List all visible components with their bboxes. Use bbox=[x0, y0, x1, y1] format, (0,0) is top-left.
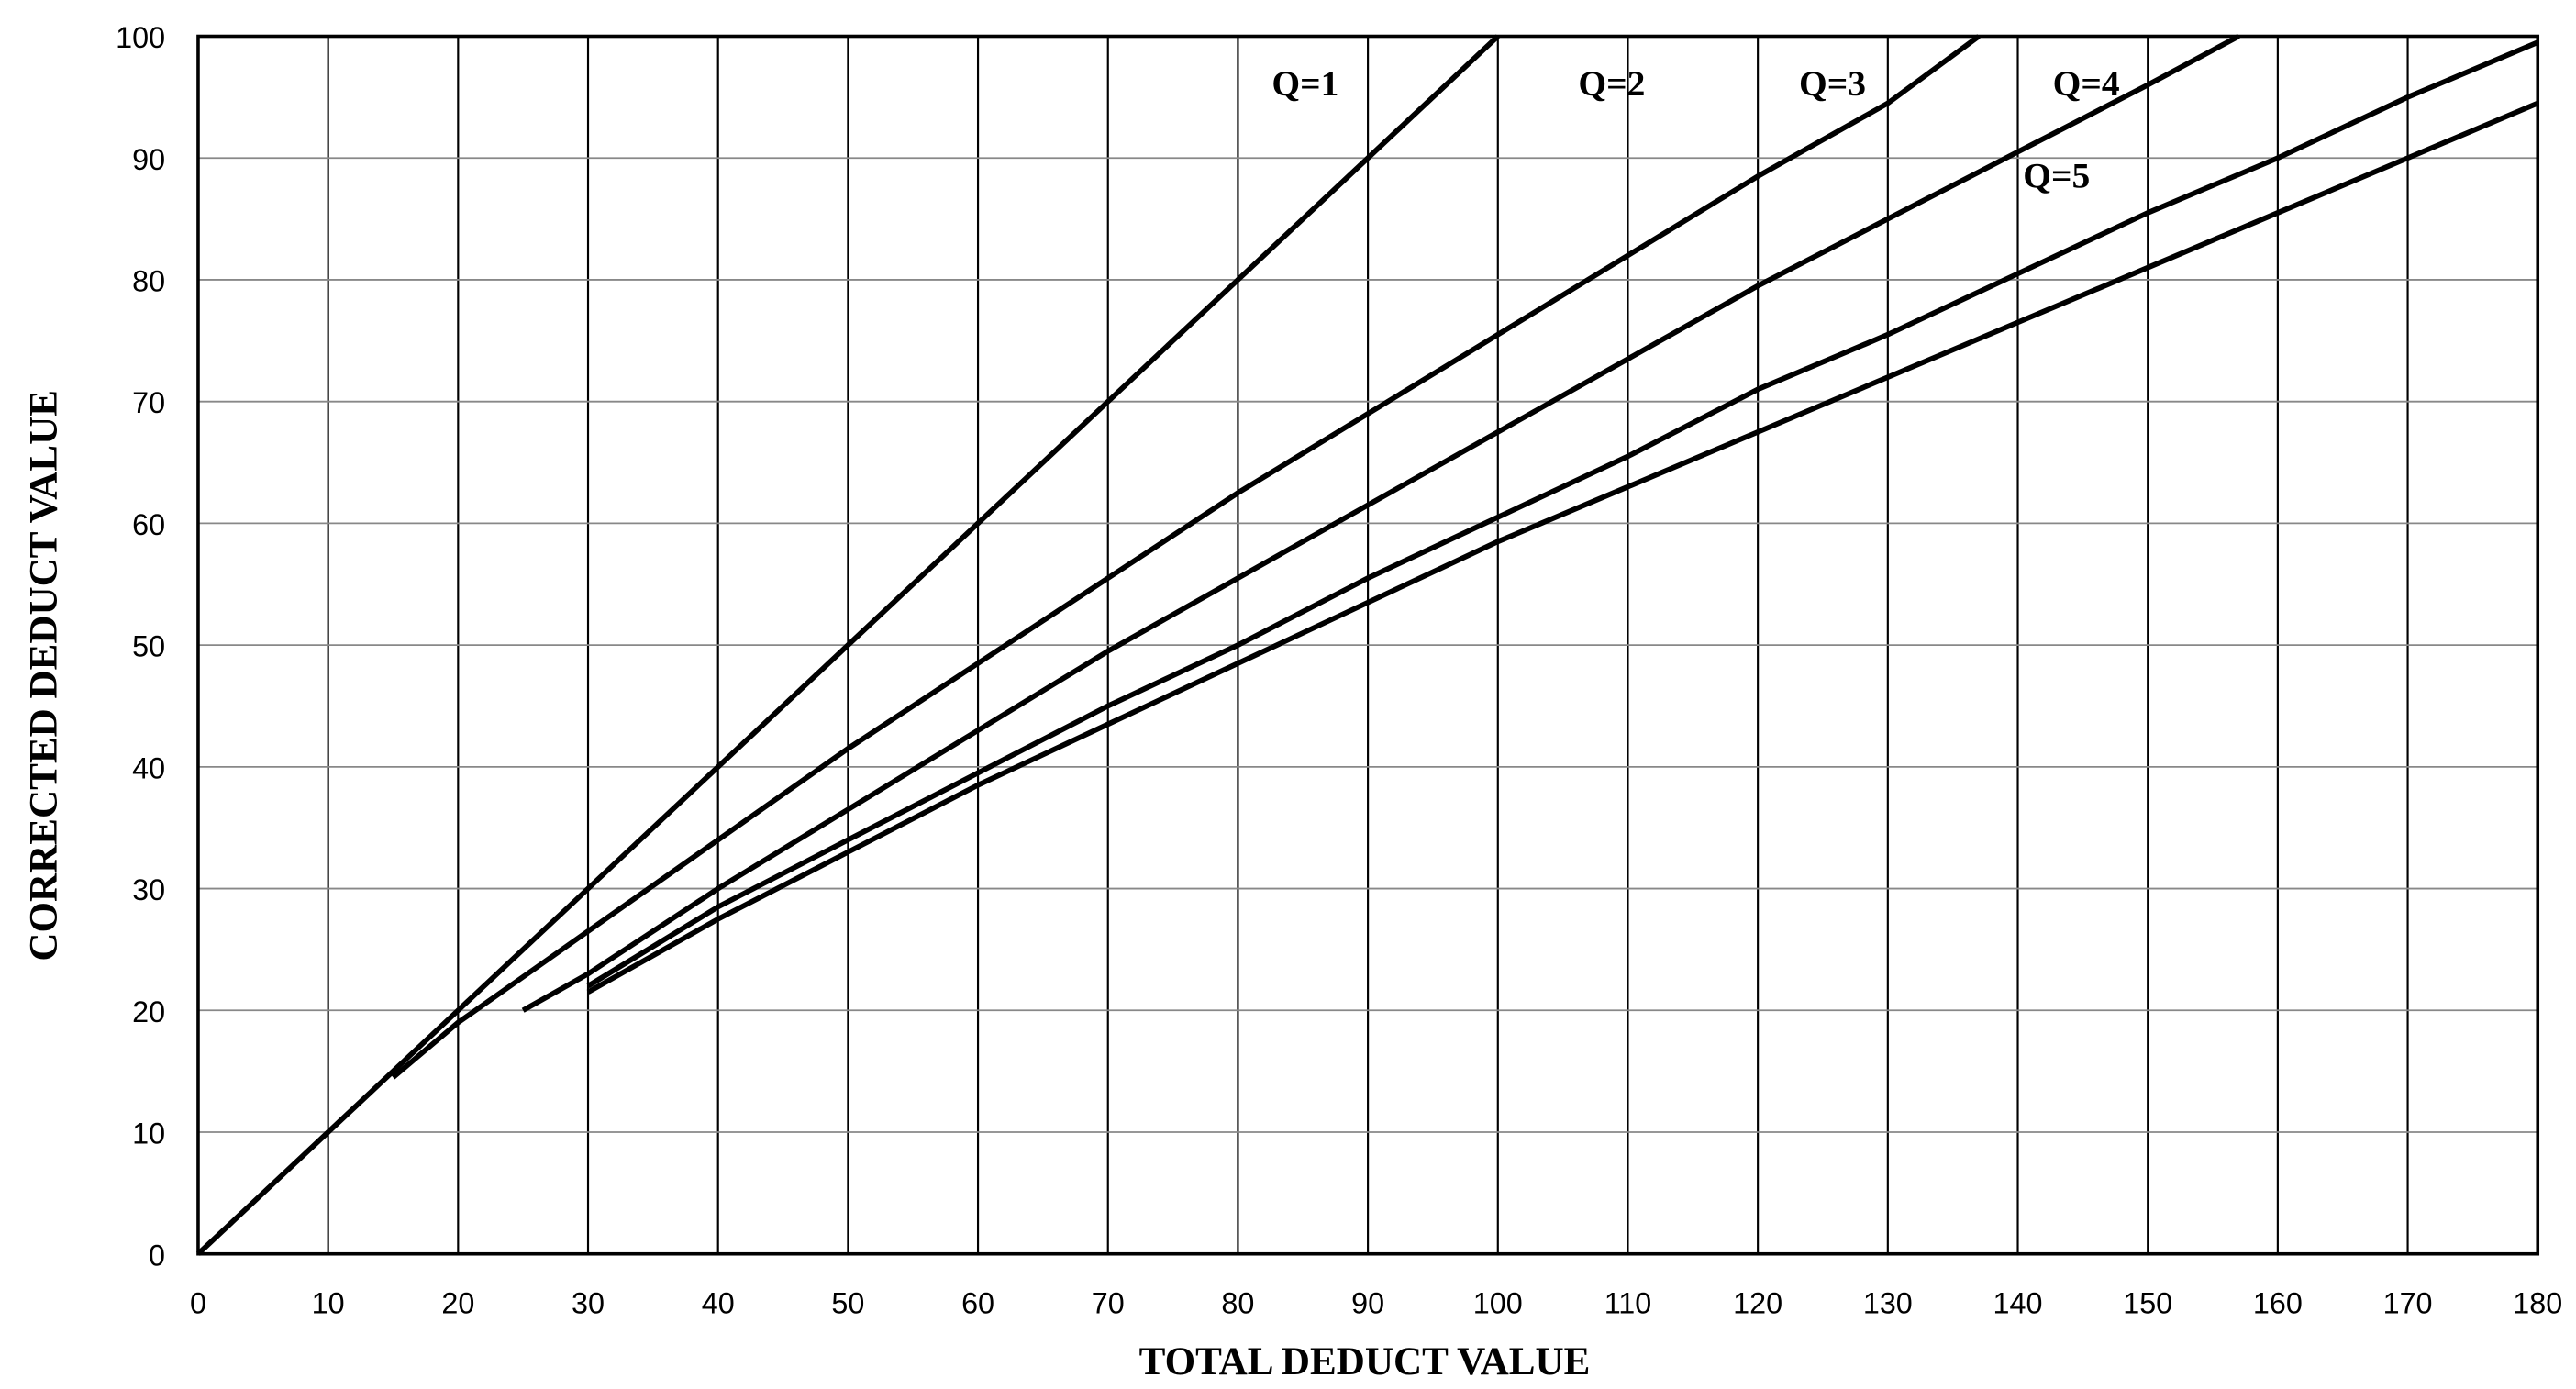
y-tick-label: 90 bbox=[132, 143, 165, 176]
series-label: Q=4 bbox=[2053, 63, 2120, 104]
series-line bbox=[196, 34, 1500, 1256]
x-tick-label: 140 bbox=[1993, 1286, 2043, 1319]
series-line bbox=[586, 100, 2539, 995]
plot-frame bbox=[196, 34, 2540, 1256]
x-tick-label: 60 bbox=[961, 1286, 994, 1319]
y-tick-label: 30 bbox=[132, 873, 165, 906]
x-tick-label: 20 bbox=[441, 1286, 474, 1319]
y-tick-label: 60 bbox=[132, 508, 165, 541]
x-tick-label: 120 bbox=[1733, 1286, 1782, 1319]
x-tick-label: 90 bbox=[1351, 1286, 1384, 1319]
x-tick-label: 150 bbox=[2123, 1286, 2172, 1319]
y-tick-label: 100 bbox=[116, 21, 165, 54]
series-line bbox=[521, 33, 2240, 1013]
series-label: Q=2 bbox=[1578, 63, 1645, 104]
x-tick-label: 10 bbox=[312, 1286, 345, 1319]
y-tick-label: 40 bbox=[132, 751, 165, 784]
y-tick-label: 10 bbox=[132, 1117, 165, 1150]
x-tick-label: 30 bbox=[572, 1286, 605, 1319]
x-tick-label: 40 bbox=[702, 1286, 735, 1319]
x-tick-label: 0 bbox=[190, 1286, 206, 1319]
y-tick-label: 0 bbox=[149, 1239, 165, 1272]
series-label: Q=5 bbox=[2023, 156, 2090, 196]
x-tick-label: 170 bbox=[2383, 1286, 2433, 1319]
series-label: Q=3 bbox=[1799, 63, 1866, 104]
y-tick-label: 50 bbox=[132, 630, 165, 663]
x-tick-label: 80 bbox=[1221, 1286, 1254, 1319]
x-tick-label: 130 bbox=[1863, 1286, 1913, 1319]
y-axis-title: CORRECTED DEDUCT VALUE bbox=[23, 390, 66, 961]
y-tick-label: 70 bbox=[132, 386, 165, 419]
x-tick-label: 50 bbox=[831, 1286, 864, 1319]
x-tick-label: 180 bbox=[2513, 1286, 2562, 1319]
y-tick-label: 80 bbox=[132, 265, 165, 298]
x-tick-label: 110 bbox=[1604, 1286, 1652, 1319]
series-label: Q=1 bbox=[1271, 63, 1338, 104]
series-line bbox=[586, 39, 2539, 989]
x-tick-label: 160 bbox=[2253, 1286, 2303, 1319]
x-tick-label: 70 bbox=[1092, 1286, 1125, 1319]
x-axis-title: TOTAL DEDUCT VALUE bbox=[1139, 1340, 1591, 1383]
y-tick-label: 20 bbox=[132, 995, 165, 1028]
series-line bbox=[391, 34, 1981, 1080]
x-tick-label: 100 bbox=[1473, 1286, 1523, 1319]
